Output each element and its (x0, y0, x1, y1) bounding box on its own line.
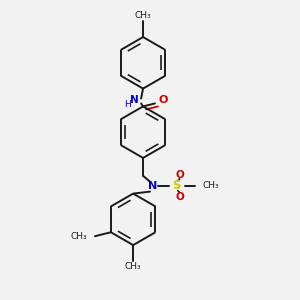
Text: N: N (130, 95, 139, 106)
Text: CH₃: CH₃ (70, 232, 87, 241)
Text: O: O (158, 95, 168, 106)
Text: N: N (148, 181, 158, 191)
Text: S: S (172, 179, 181, 192)
Text: CH₃: CH₃ (135, 11, 152, 20)
Text: O: O (175, 170, 184, 180)
Text: CH₃: CH₃ (125, 262, 142, 271)
Text: O: O (175, 192, 184, 202)
Text: H: H (124, 100, 130, 109)
Text: CH₃: CH₃ (202, 181, 219, 190)
